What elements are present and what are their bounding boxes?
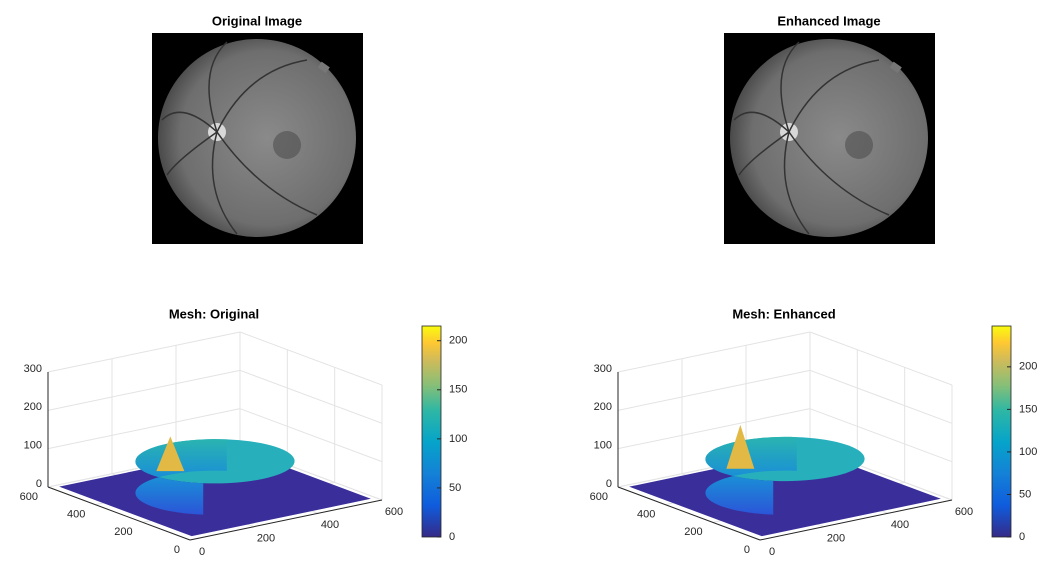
vessel xyxy=(788,131,890,216)
mesh-title: Mesh: Original xyxy=(169,306,259,321)
x-tick-label: 400 xyxy=(891,519,909,531)
x-tick-label: 600 xyxy=(385,506,403,518)
y-tick-label: 600 xyxy=(20,491,38,503)
fovea xyxy=(273,131,301,159)
grid-line xyxy=(617,331,811,373)
axis-line xyxy=(189,499,383,541)
grid-line xyxy=(47,408,241,450)
z-tick-label: 0 xyxy=(36,478,42,490)
colorbar-tick-label: 200 xyxy=(1019,361,1037,373)
vessel xyxy=(738,131,790,176)
vessel xyxy=(788,59,880,133)
grid-line xyxy=(239,331,383,386)
colorbar-tick-label: 150 xyxy=(1019,403,1037,415)
vessel xyxy=(208,41,228,133)
mesh-title: Mesh: Enhanced xyxy=(732,306,835,321)
colorbar-tick-label: 200 xyxy=(449,335,467,347)
grid-line xyxy=(239,408,383,463)
colorbar-tick-label: 100 xyxy=(1019,446,1037,458)
z-tick-label: 200 xyxy=(594,401,612,413)
surface-side xyxy=(705,436,797,515)
axis-line xyxy=(617,486,761,541)
image-title: Enhanced Image xyxy=(777,13,880,28)
y-tick-label: 0 xyxy=(744,544,750,556)
axis-line xyxy=(759,499,953,541)
y-tick-label: 200 xyxy=(684,526,702,538)
z-tick-label: 100 xyxy=(24,440,42,452)
surface-floor xyxy=(629,449,941,537)
colorbar-tick-label: 50 xyxy=(1019,488,1031,500)
vessel xyxy=(216,59,308,133)
vessel xyxy=(166,131,218,176)
y-tick-label: 400 xyxy=(67,509,85,521)
x-tick-label: 0 xyxy=(199,546,205,558)
grid-line xyxy=(809,408,953,463)
z-tick-label: 200 xyxy=(24,401,42,413)
grid-line xyxy=(809,331,953,386)
image-title: Original Image xyxy=(212,13,302,28)
vessel xyxy=(216,131,318,216)
grid-line xyxy=(47,369,241,411)
colorbar-tick-label: 50 xyxy=(449,482,461,494)
x-tick-label: 400 xyxy=(321,519,339,531)
fundus xyxy=(730,39,928,237)
y-tick-label: 400 xyxy=(637,509,655,521)
z-tick-label: 300 xyxy=(24,363,42,375)
colorbar-tick-label: 0 xyxy=(449,531,455,543)
grid-line xyxy=(617,369,811,411)
colorbar-tick-label: 0 xyxy=(1019,531,1025,543)
vessel xyxy=(161,111,218,133)
grid-line xyxy=(809,369,953,424)
notch xyxy=(317,61,330,74)
x-tick-label: 0 xyxy=(769,546,775,558)
plots: Original Image Enhanced Image Mesh: Origin… xyxy=(20,13,1038,557)
vessel xyxy=(780,41,800,133)
vessel xyxy=(783,131,810,235)
grid-line xyxy=(617,408,811,450)
vessel xyxy=(733,111,790,133)
x-tick-label: 600 xyxy=(955,506,973,518)
fundus xyxy=(158,39,356,237)
axis-line xyxy=(47,486,191,541)
colorbar-tick-label: 100 xyxy=(449,433,467,445)
surface-peak xyxy=(726,424,755,469)
fovea xyxy=(845,131,873,159)
colorbar xyxy=(421,325,442,538)
surface-peak xyxy=(156,436,185,472)
x-tick-label: 200 xyxy=(257,533,275,545)
x-tick-label: 200 xyxy=(827,533,845,545)
surface-side xyxy=(135,439,227,515)
vessel xyxy=(211,131,238,235)
surface-floor xyxy=(59,449,371,537)
z-tick-label: 0 xyxy=(606,478,612,490)
grid-line xyxy=(47,331,241,373)
z-tick-label: 100 xyxy=(594,440,612,452)
colorbar xyxy=(991,325,1012,538)
notch xyxy=(889,61,902,74)
y-tick-label: 600 xyxy=(590,491,608,503)
y-tick-label: 200 xyxy=(114,526,132,538)
z-tick-label: 300 xyxy=(594,363,612,375)
grid-line xyxy=(239,369,383,424)
colorbar-tick-label: 150 xyxy=(449,384,467,396)
y-tick-label: 0 xyxy=(174,544,180,556)
